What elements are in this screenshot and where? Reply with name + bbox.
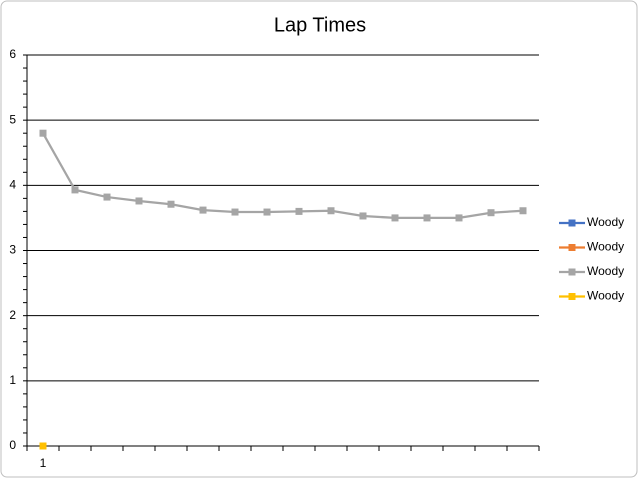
series-marker — [71, 186, 79, 194]
legend-label: Woody — [587, 215, 624, 229]
series-marker — [103, 193, 111, 201]
y-tick-label: 3 — [9, 243, 16, 257]
chart-title: Lap Times — [274, 14, 366, 36]
series-marker — [455, 214, 463, 222]
legend-label: Woody — [587, 264, 624, 278]
series-marker — [519, 207, 527, 215]
legend-label: Woody — [587, 240, 624, 254]
series-marker — [295, 207, 303, 215]
legend-marker — [568, 268, 576, 276]
series-marker — [263, 208, 271, 216]
series-marker — [39, 442, 47, 450]
legend-label: Woody — [587, 289, 624, 303]
series-marker — [327, 207, 335, 215]
series-marker — [487, 209, 495, 217]
series-marker — [199, 206, 207, 214]
legend-marker — [568, 293, 576, 300]
y-tick-label: 6 — [9, 47, 16, 61]
y-tick-label: 1 — [9, 373, 16, 387]
series-marker — [231, 208, 239, 216]
series-marker — [359, 212, 367, 220]
series-marker — [167, 200, 175, 208]
series-line — [42, 132, 524, 220]
x-tick-label: 1 — [40, 456, 47, 470]
y-tick-label: 4 — [9, 178, 16, 192]
series-marker — [135, 197, 143, 205]
legend-marker — [568, 244, 576, 251]
series-marker — [39, 129, 47, 137]
y-tick-label: 0 — [9, 438, 16, 452]
y-tick-label: 2 — [9, 308, 16, 322]
y-tick-label: 5 — [9, 112, 16, 126]
series-marker — [391, 214, 399, 222]
legend-marker — [568, 219, 576, 227]
series-marker — [423, 214, 431, 222]
